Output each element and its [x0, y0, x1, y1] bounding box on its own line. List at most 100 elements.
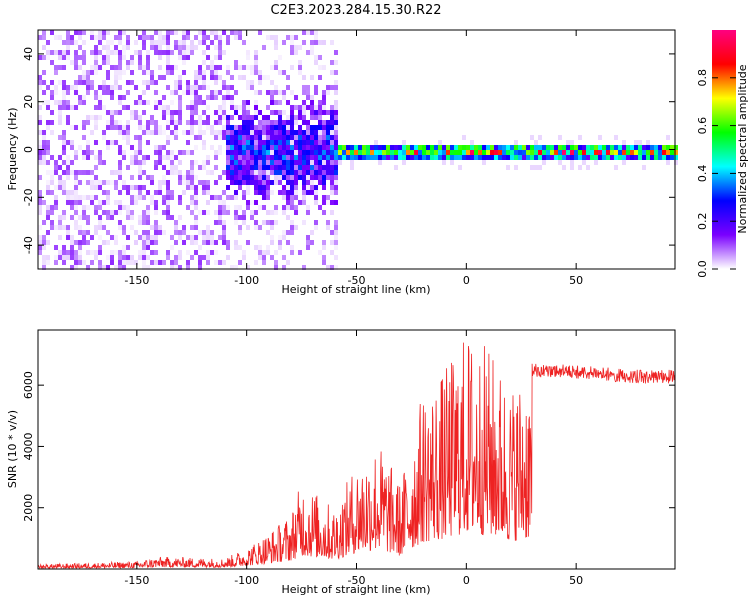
heatmap-cell: [150, 115, 154, 120]
heatmap-cell: [194, 105, 198, 110]
heatmap-cell: [122, 180, 126, 185]
heatmap-cell: [138, 65, 142, 70]
heatmap-cell: [198, 130, 202, 135]
heatmap-cell: [138, 115, 142, 120]
heatmap-cell: [186, 185, 190, 190]
heatmap-cell: [98, 160, 102, 165]
heatmap-cell: [302, 110, 306, 115]
heatmap-cell: [234, 105, 238, 110]
heatmap-cell: [86, 85, 90, 90]
heatmap-cell: [94, 195, 98, 200]
heatmap-cell: [178, 40, 182, 45]
heatmap-cell: [50, 155, 54, 160]
heatmap-cell: [194, 215, 198, 220]
heatmap-cell: [206, 160, 210, 165]
heatmap-cell: [242, 145, 246, 150]
heatmap-cell: [430, 150, 434, 155]
heatmap-cell: [58, 135, 62, 140]
heatmap-cell: [322, 120, 326, 125]
heatmap-cell: [98, 95, 102, 100]
heatmap-cell: [238, 135, 242, 140]
heatmap-cell: [98, 100, 102, 105]
heatmap-cell: [174, 30, 178, 35]
heatmap-cell: [50, 190, 54, 195]
heatmap-cell: [270, 125, 274, 130]
heatmap-cell: [254, 185, 258, 190]
heatmap-cell: [114, 170, 118, 175]
heatmap-cell: [142, 255, 146, 260]
heatmap-cell: [218, 135, 222, 140]
heatmap-cell: [186, 180, 190, 185]
heatmap-cell: [322, 245, 326, 250]
heatmap-cell: [42, 80, 46, 85]
heatmap-cell: [118, 85, 122, 90]
heatmap-cell: [158, 35, 162, 40]
heatmap-cell: [670, 150, 674, 155]
heatmap-cell: [234, 240, 238, 245]
heatmap-cell: [198, 255, 202, 260]
heatmap-cell: [474, 155, 478, 160]
heatmap-cell: [298, 125, 302, 130]
heatmap-cell: [458, 145, 462, 150]
heatmap-cell: [294, 225, 298, 230]
heatmap-cell: [334, 140, 338, 145]
heatmap-cell: [282, 160, 286, 165]
heatmap-cell: [374, 145, 378, 150]
heatmap-cell: [98, 250, 102, 255]
heatmap-cell: [82, 125, 86, 130]
heatmap-cell: [234, 150, 238, 155]
heatmap-cell: [70, 235, 74, 240]
heatmap-cell: [614, 165, 618, 170]
heatmap-cell: [322, 195, 326, 200]
heatmap-cell: [570, 145, 574, 150]
heatmap-cell: [286, 145, 290, 150]
heatmap-cell: [66, 195, 70, 200]
heatmap-cell: [494, 155, 498, 160]
heatmap-cell: [266, 125, 270, 130]
heatmap-cell: [438, 155, 442, 160]
heatmap-cell: [262, 195, 266, 200]
heatmap-cell: [194, 195, 198, 200]
heatmap-cell: [634, 140, 638, 145]
heatmap-cell: [110, 50, 114, 55]
heatmap-cell: [126, 80, 130, 85]
heatmap-cell: [326, 155, 330, 160]
heatmap-cell: [158, 75, 162, 80]
heatmap-cell: [318, 120, 322, 125]
heatmap-cell: [226, 245, 230, 250]
heatmap-cell: [290, 225, 294, 230]
heatmap-cell: [558, 145, 562, 150]
heatmap-cell: [50, 30, 54, 35]
heatmap-cell: [46, 145, 50, 150]
heatmap-cell: [54, 165, 58, 170]
heatmap-cell: [70, 240, 74, 245]
heatmap-cell: [122, 255, 126, 260]
heatmap-cell: [118, 30, 122, 35]
heatmap-cell: [146, 175, 150, 180]
heatmap-cell: [158, 50, 162, 55]
heatmap-cell: [278, 150, 282, 155]
heatmap-cell: [246, 120, 250, 125]
heatmap-cell: [198, 210, 202, 215]
heatmap-cell: [134, 85, 138, 90]
heatmap-cell: [314, 190, 318, 195]
heatmap-cell: [534, 140, 538, 145]
heatmap-cell: [214, 135, 218, 140]
heatmap-cell: [58, 100, 62, 105]
heatmap-cell: [198, 115, 202, 120]
heatmap-cell: [158, 30, 162, 35]
heatmap-cell: [382, 145, 386, 150]
heatmap-cell: [294, 130, 298, 135]
heatmap-cell: [66, 140, 70, 145]
heatmap-cell: [174, 170, 178, 175]
heatmap-cell: [302, 175, 306, 180]
heatmap-cell: [334, 160, 338, 165]
heatmap-cell: [314, 195, 318, 200]
heatmap-cell: [290, 45, 294, 50]
heatmap-cell: [218, 215, 222, 220]
heatmap-cell: [174, 225, 178, 230]
heatmap-cell: [46, 255, 50, 260]
heatmap-cell: [146, 35, 150, 40]
heatmap-cell: [306, 160, 310, 165]
heatmap-cell: [262, 135, 266, 140]
